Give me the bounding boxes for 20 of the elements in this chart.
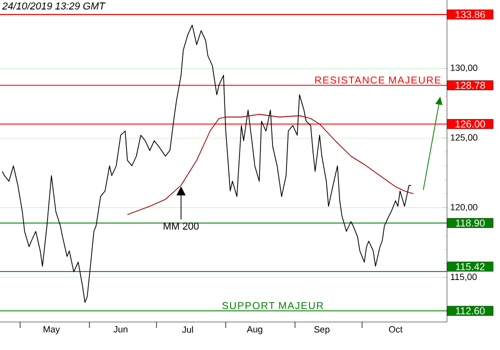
ref-line-label: 128.78 — [456, 82, 485, 89]
ref-line-label: 126.00 — [456, 120, 486, 128]
annotation: 24/10/2019 13:29 GMT — [2, 2, 106, 10]
y-tick-label: 115,00 — [450, 274, 477, 282]
x-tick-label: May — [44, 326, 60, 334]
ref-line-label: 115.42 — [456, 263, 485, 270]
annotation: RESISTANCE MAJEURE — [315, 76, 441, 84]
y-tick-label: 125,00 — [450, 134, 478, 142]
ref-line-label: 133.86 — [456, 10, 485, 18]
x-tick-label: Oct — [389, 326, 403, 333]
y-tick-label: 120,00 — [450, 204, 478, 212]
x-tick-label: Jul — [182, 326, 193, 333]
y-tick-label: 130,00 — [450, 64, 478, 72]
x-tick-label: Jun — [114, 326, 128, 332]
annotation: SUPPORT MAJEUR — [222, 302, 324, 310]
x-tick-label: Aug — [246, 326, 262, 334]
x-tick-label: Sep — [314, 326, 330, 334]
ref-line-label: 118.90 — [456, 219, 485, 227]
ref-line-label: 112.60 — [456, 307, 485, 314]
text: MM 200 — [164, 222, 199, 230]
